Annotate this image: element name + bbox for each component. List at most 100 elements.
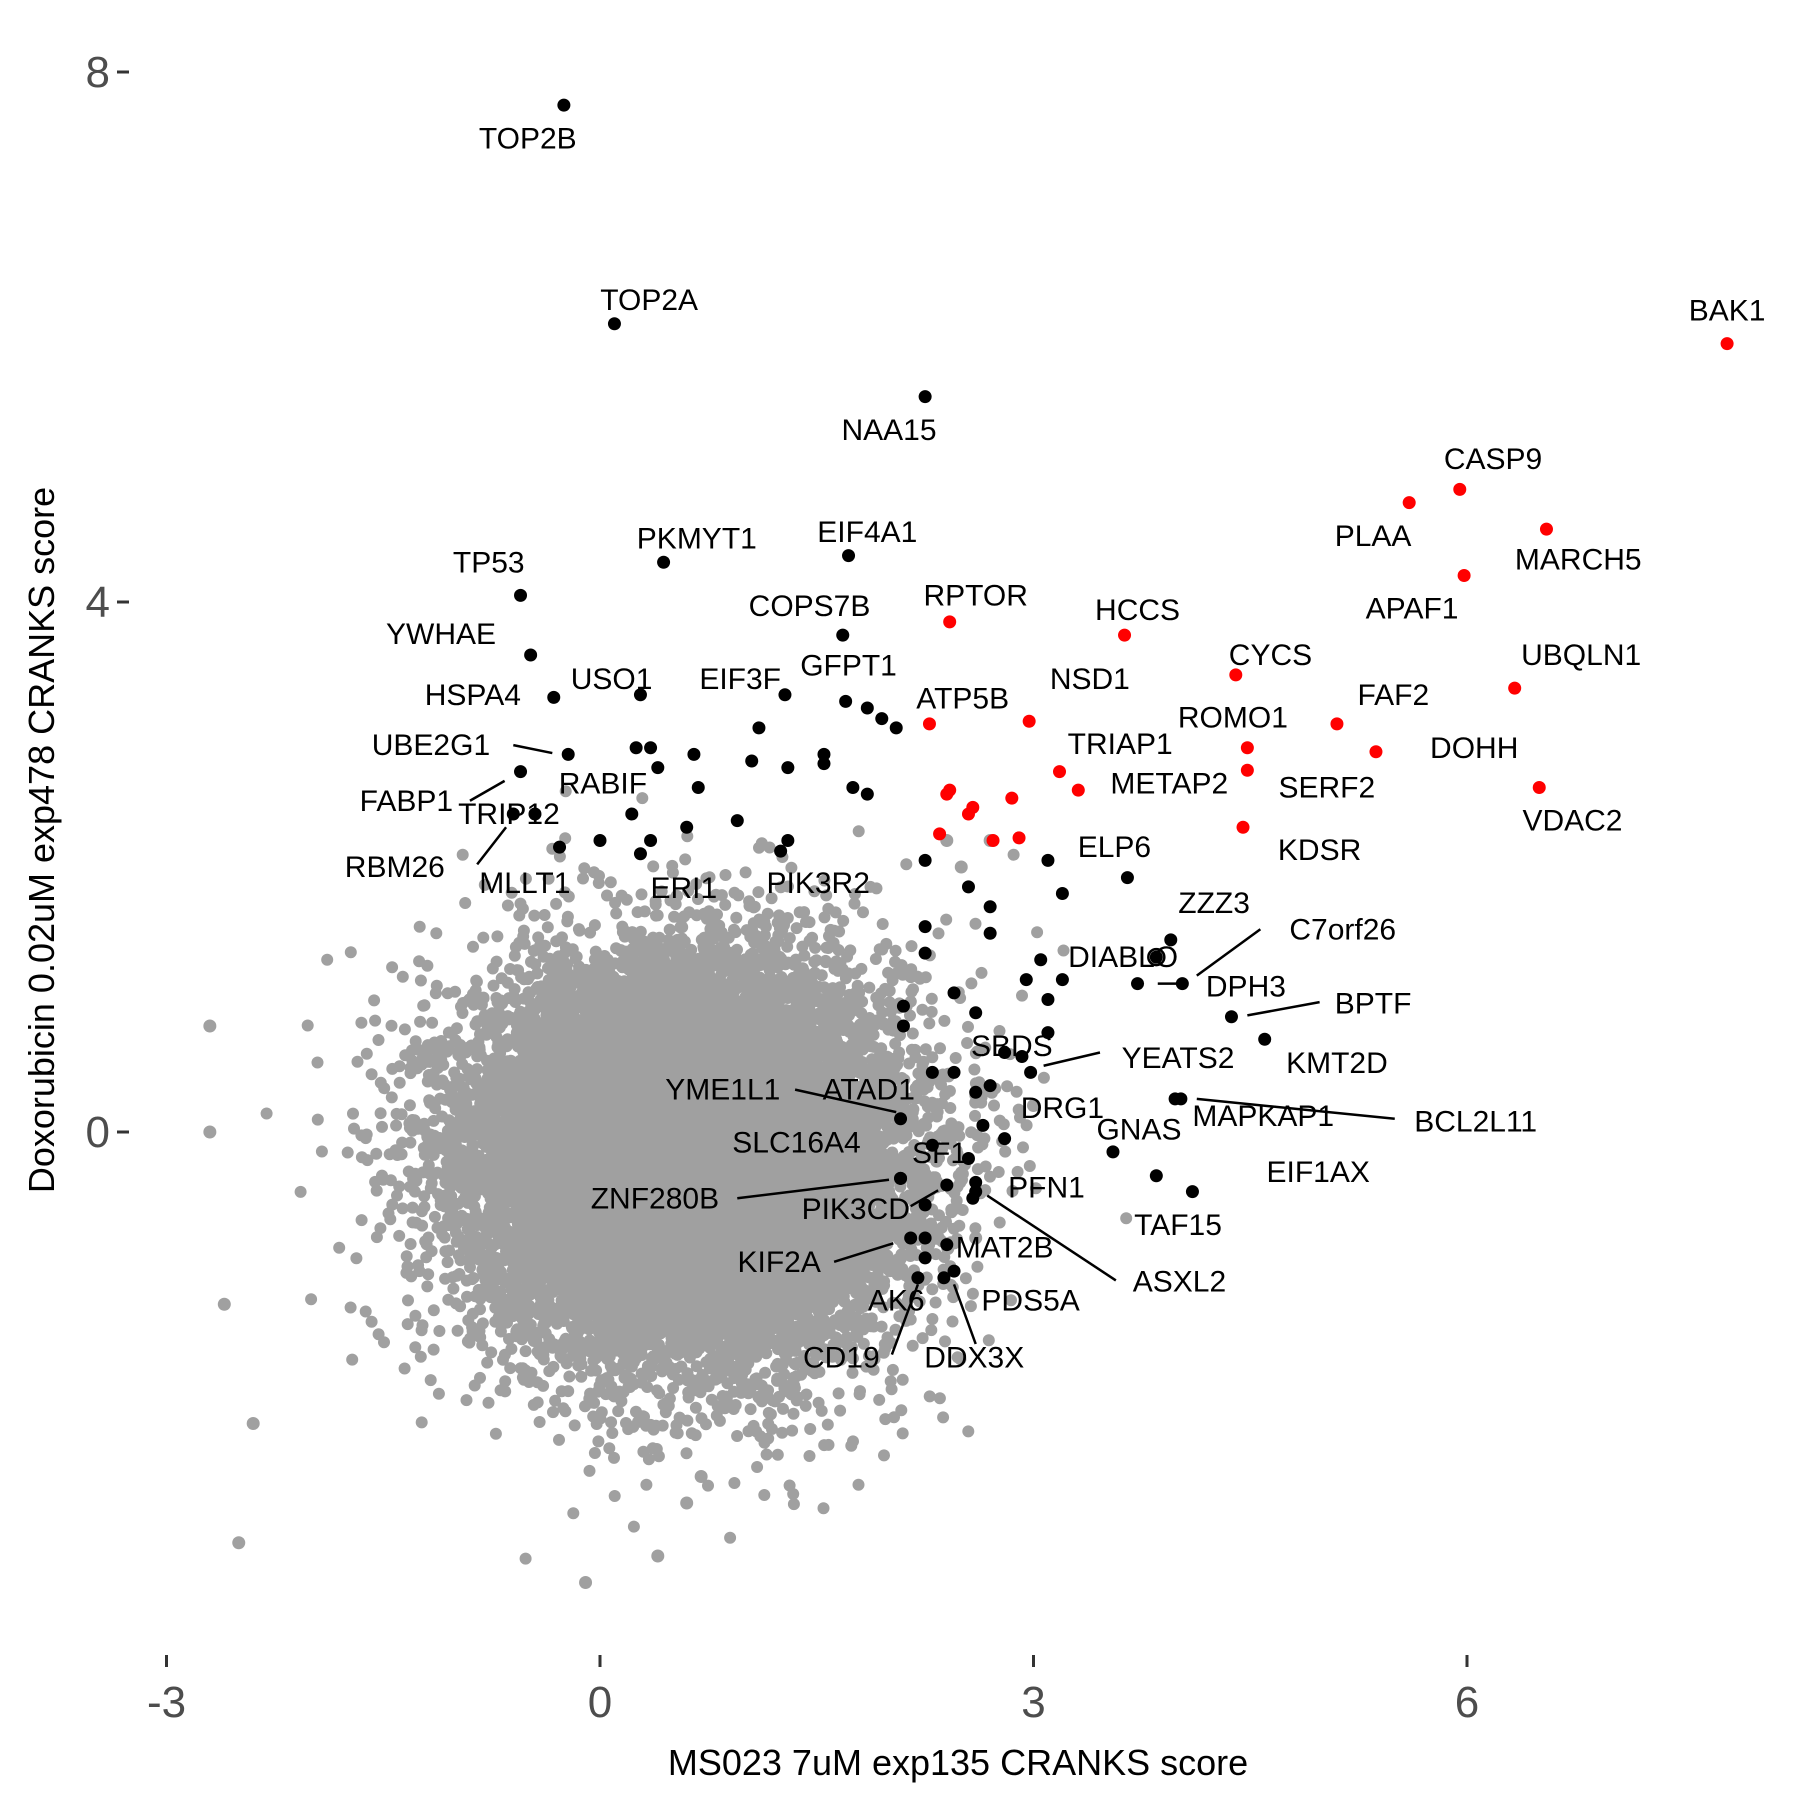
gene-label-faf2: FAF2 bbox=[1357, 679, 1429, 712]
point-eri1 bbox=[633, 847, 647, 861]
highlighted-point bbox=[1041, 1026, 1055, 1040]
point-yeats2 bbox=[1015, 1049, 1029, 1063]
highlighted-point bbox=[1034, 953, 1048, 967]
highlighted-point bbox=[875, 712, 889, 726]
gene-label-gfpt1: GFPT1 bbox=[800, 650, 897, 683]
gene-label-pkmyt1: PKMYT1 bbox=[637, 522, 757, 555]
gene-label-zzz3: ZZZ3 bbox=[1178, 887, 1250, 920]
point-kmt2d bbox=[1258, 1032, 1272, 1046]
gene-label-fabp1: FABP1 bbox=[360, 785, 453, 818]
point-sf1 bbox=[925, 1138, 939, 1152]
point-casp9 bbox=[1453, 482, 1467, 496]
gene-label-rptor: RPTOR bbox=[923, 579, 1027, 612]
highlighted-point bbox=[918, 920, 932, 934]
gene-label-triap1: TRIAP1 bbox=[1068, 728, 1173, 761]
point-mllt1 bbox=[553, 840, 567, 854]
point-rptor bbox=[943, 615, 957, 629]
gene-label-cd19: CD19 bbox=[803, 1341, 880, 1374]
point-eif4a1 bbox=[842, 549, 856, 563]
highlighted-red-point bbox=[961, 807, 975, 821]
gene-label-metap2: METAP2 bbox=[1110, 768, 1228, 801]
leader-line-kif2a bbox=[833, 1242, 894, 1264]
gene-label-cycs: CYCS bbox=[1229, 639, 1312, 672]
gene-label-kdsr: KDSR bbox=[1278, 834, 1361, 867]
point-dph3 bbox=[1131, 977, 1145, 991]
gene-label-hccs: HCCS bbox=[1095, 594, 1180, 627]
point-faf2 bbox=[1330, 717, 1344, 731]
point-march5 bbox=[1539, 522, 1553, 536]
gene-label-sf1: SF1 bbox=[912, 1137, 967, 1170]
highlighted-point bbox=[625, 807, 639, 821]
point-kif2a bbox=[904, 1231, 918, 1245]
gene-label-mapkap1: MAPKAP1 bbox=[1192, 1100, 1334, 1133]
gene-label-tp53: TP53 bbox=[453, 546, 525, 579]
point-sbds bbox=[1024, 1065, 1038, 1079]
point-triap1 bbox=[1053, 765, 1067, 779]
x-tick-label: 0 bbox=[588, 1678, 612, 1727]
point-pfn1 bbox=[969, 1175, 983, 1189]
point-pds5a bbox=[947, 1264, 961, 1278]
background-point bbox=[911, 1178, 925, 1192]
x-tick-label: 6 bbox=[1455, 1678, 1479, 1727]
background-point bbox=[882, 1152, 896, 1165]
point-znf280b bbox=[894, 1171, 908, 1185]
gene-label-kmt2d: KMT2D bbox=[1286, 1047, 1388, 1080]
background-point bbox=[694, 1470, 708, 1483]
background-point bbox=[1027, 1099, 1040, 1112]
point-kdsr bbox=[1236, 820, 1250, 834]
point-cops7b bbox=[836, 628, 850, 642]
point-elp6 bbox=[1120, 871, 1134, 885]
point-diablo-ring bbox=[1147, 947, 1166, 967]
highlighted-point bbox=[691, 781, 705, 794]
background-point bbox=[882, 1205, 896, 1218]
background-point bbox=[752, 1390, 766, 1404]
background-points-layer bbox=[203, 785, 1133, 1589]
highlighted-point bbox=[983, 926, 997, 940]
point-mat2b bbox=[966, 1191, 980, 1205]
gene-label-drg1: DRG1 bbox=[1021, 1092, 1104, 1125]
gene-label-pik3cd: PIK3CD bbox=[802, 1193, 910, 1226]
leader-line-ddx3x bbox=[952, 1283, 977, 1345]
highlighted-point bbox=[1055, 973, 1069, 987]
gene-label-ak6: AK6 bbox=[868, 1284, 925, 1317]
point-rbm26 bbox=[506, 807, 520, 821]
point-pik3cd bbox=[940, 1178, 954, 1192]
background-point bbox=[969, 1231, 983, 1245]
gene-label-ubqln1: UBQLN1 bbox=[1521, 639, 1641, 672]
background-point bbox=[651, 1549, 665, 1563]
point-pkmyt1 bbox=[657, 555, 671, 569]
point-vdac2 bbox=[1532, 781, 1546, 794]
highlighted-point bbox=[1019, 973, 1033, 987]
highlighted-point bbox=[1041, 993, 1055, 1006]
highlighted-point bbox=[781, 761, 795, 775]
point-plaa bbox=[1402, 496, 1416, 510]
highlighted-red-point bbox=[986, 834, 1000, 847]
gene-label-atp5b: ATP5B bbox=[916, 683, 1009, 716]
point-ak6 bbox=[918, 1251, 932, 1265]
highlighted-point bbox=[752, 721, 766, 735]
highlighted-red-point bbox=[940, 787, 954, 801]
gene-label-cops7b: COPS7B bbox=[749, 590, 871, 623]
background-point bbox=[203, 1019, 217, 1033]
leader-line-bptf bbox=[1247, 1000, 1320, 1017]
highlighted-point bbox=[961, 1152, 975, 1165]
point-ywhae bbox=[524, 648, 538, 662]
gene-label-diablo: DIABLO bbox=[1068, 941, 1178, 974]
leader-line-rbm26 bbox=[476, 826, 508, 866]
highlighted-point bbox=[896, 999, 910, 1013]
gene-label-bak1: BAK1 bbox=[1689, 295, 1766, 328]
leader-line-yeats2 bbox=[1043, 1051, 1101, 1067]
highlighted-point bbox=[918, 1198, 932, 1212]
label-leader-lines-layer bbox=[469, 743, 1395, 1356]
gene-label-dohh: DOHH bbox=[1430, 732, 1518, 765]
highlighted-point bbox=[947, 986, 961, 1000]
highlighted-point bbox=[969, 1006, 983, 1020]
gene-label-yeats2: YEATS2 bbox=[1122, 1042, 1235, 1075]
point-eif1ax bbox=[1185, 1185, 1199, 1199]
point-gnas bbox=[1106, 1145, 1120, 1159]
gene-label-yme1l1: YME1L1 bbox=[665, 1074, 780, 1107]
highlighted-point bbox=[896, 1019, 910, 1033]
point-bak1 bbox=[1720, 337, 1734, 351]
point-drg1 bbox=[983, 1079, 997, 1093]
highlighted-point bbox=[860, 701, 874, 715]
